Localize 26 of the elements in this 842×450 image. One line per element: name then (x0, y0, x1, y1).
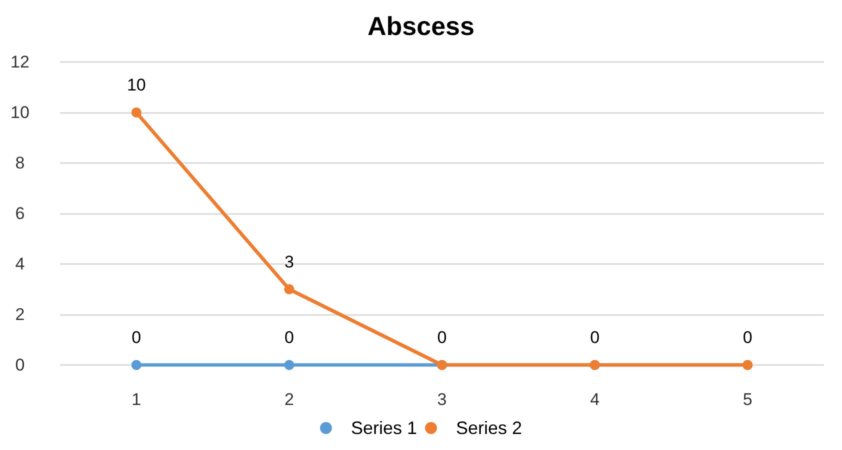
point (284, 360, 294, 370)
data-label: 0 (742, 328, 752, 347)
data-label: 0 (284, 328, 294, 347)
point (131, 108, 142, 118)
y-tick-label: 10 (10, 103, 30, 122)
x-tick-label: 5 (742, 390, 752, 409)
y-tick-label: 2 (15, 305, 25, 324)
y-tick-label: 6 (15, 204, 25, 223)
y-tick-label: 8 (15, 154, 25, 172)
y-tick-label: 12 (10, 52, 30, 72)
data-label: 0 (437, 328, 447, 347)
data-label: 10 (126, 76, 146, 94)
x-tick-label: 2 (284, 390, 294, 409)
point (284, 284, 294, 294)
y-tick-label: 4 (15, 254, 25, 274)
x-tick-label: 1 (132, 390, 142, 409)
data-label: 3 (284, 252, 294, 272)
y-tick-label: 0 (15, 356, 25, 374)
data-label: 0 (132, 328, 142, 347)
chart-title: Abscess (368, 11, 474, 41)
legend-label: Series 2 (456, 418, 522, 438)
legend-label: Series 1 (350, 418, 418, 438)
point (131, 360, 142, 370)
x-tick-label: 4 (590, 390, 600, 409)
x-tick-label: 3 (437, 390, 447, 409)
data-label: 0 (590, 328, 600, 347)
